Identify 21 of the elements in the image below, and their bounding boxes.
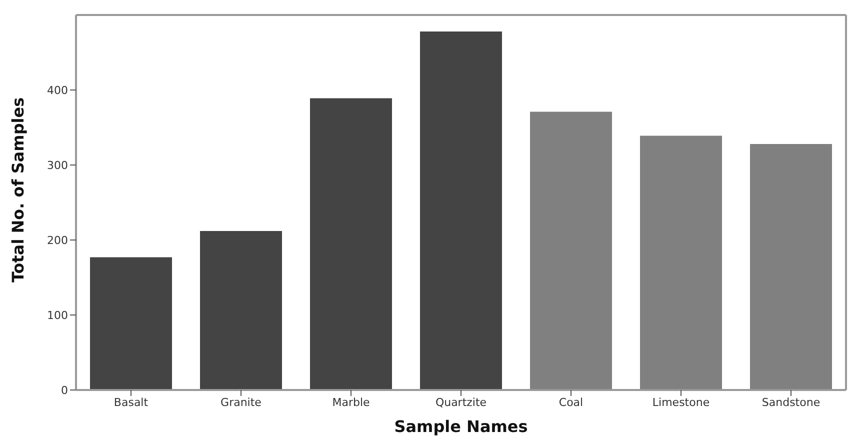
y-tick-label: 300: [47, 158, 68, 172]
x-tick-label: Quartzite: [435, 396, 487, 409]
bar: [420, 32, 502, 390]
x-tick-label: Granite: [220, 396, 262, 409]
x-tick-label: Sandstone: [762, 396, 820, 409]
bar: [200, 231, 282, 390]
bar: [640, 136, 722, 390]
y-tick-label: 200: [47, 234, 68, 247]
bar: [90, 257, 172, 390]
y-tick-label: 0: [61, 384, 68, 397]
bar: [530, 112, 612, 390]
bar: [310, 98, 392, 390]
x-tick-label: Marble: [332, 396, 370, 409]
bar: [750, 144, 832, 390]
x-tick-label: Limestone: [652, 396, 710, 409]
x-axis-title: Sample Names: [394, 417, 528, 436]
x-tick-label: Basalt: [114, 396, 149, 409]
x-tick-label: Coal: [558, 396, 584, 409]
y-axis-title: Total No. of Samples: [8, 97, 28, 282]
y-tick-label: 100: [47, 308, 68, 322]
y-tick-label: 400: [47, 84, 68, 97]
